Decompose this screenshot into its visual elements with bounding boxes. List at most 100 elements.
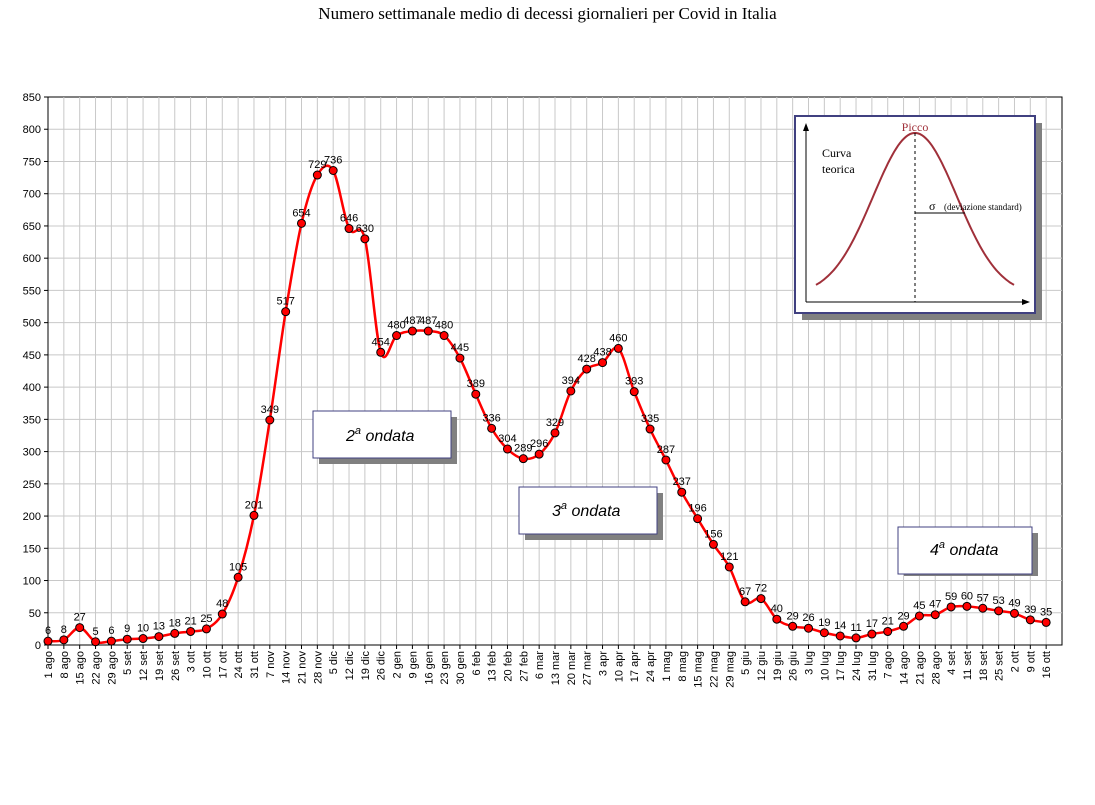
x-tick-label: 16 gen: [423, 651, 435, 685]
data-label: 428: [578, 353, 596, 365]
x-tick-label: 19 dic: [360, 651, 372, 681]
data-label: 67: [739, 586, 751, 598]
x-tick-label: 14 ago: [899, 651, 911, 685]
x-tick-label: 20 feb: [502, 651, 514, 682]
x-tick-label: 3 ott: [186, 651, 198, 672]
data-label: 335: [641, 413, 659, 425]
data-label: 21: [882, 615, 894, 627]
y-tick-label: 450: [23, 350, 41, 362]
data-label: 19: [818, 617, 830, 629]
wave-4-label: 4a ondata: [930, 539, 999, 559]
data-label: 59: [945, 591, 957, 603]
data-label: 156: [704, 528, 722, 540]
data-label: 736: [324, 154, 342, 166]
data-point: [1009, 608, 1019, 618]
data-label: 14: [834, 620, 846, 632]
x-tick-label: 10 apr: [613, 651, 625, 683]
data-point: [75, 623, 85, 633]
data-point: [962, 601, 972, 611]
x-tick-label: 18 set: [978, 651, 990, 681]
x-tick-label: 3 lug: [804, 651, 816, 675]
x-tick-label: 24 lug: [851, 651, 863, 681]
data-label: 454: [372, 336, 390, 348]
data-point: [265, 415, 275, 425]
y-tick-label: 50: [29, 608, 41, 620]
data-point: [645, 424, 655, 434]
data-label: 394: [562, 375, 580, 387]
data-point: [170, 628, 180, 638]
data-point: [1041, 617, 1051, 627]
y-tick-label: 750: [23, 156, 41, 168]
x-tick-label: 22 mag: [708, 651, 720, 688]
data-point: [788, 621, 798, 631]
data-label: 6: [45, 625, 51, 637]
data-point: [835, 631, 845, 641]
data-point: [677, 487, 687, 497]
inset-curve-label-2: teorica: [822, 162, 855, 176]
x-tick-label: 6 feb: [471, 651, 483, 675]
x-tick-label: 9 ott: [1025, 651, 1037, 672]
data-point: [740, 597, 750, 607]
data-point: [328, 165, 338, 175]
data-label: 60: [961, 590, 973, 602]
x-axis-ticks: 1 ago 8 ago 15 ago 22 ago 29 ago 5 set 12 set 1…: [43, 645, 1053, 688]
inset-curve-label-1: Curva: [822, 146, 852, 160]
x-tick-label: 17 apr: [629, 651, 641, 683]
data-label: 389: [467, 378, 485, 390]
wave-4-annotation: 4a ondata: [897, 526, 1038, 576]
data-point: [756, 594, 766, 604]
data-label: 8: [61, 624, 67, 636]
x-tick-label: 26 giu: [788, 651, 800, 681]
data-point: [407, 326, 417, 336]
x-tick-label: 29 ago: [106, 651, 118, 685]
x-tick-label: 20 mar: [566, 651, 578, 686]
data-label: 5: [92, 626, 98, 638]
x-tick-label: 3 apr: [598, 651, 610, 676]
data-label: 349: [261, 404, 279, 416]
data-point: [439, 331, 449, 341]
data-label: 57: [977, 592, 989, 604]
data-label: 296: [530, 438, 548, 450]
data-point: [138, 634, 148, 644]
data-point: [661, 455, 671, 465]
data-point: [629, 387, 639, 397]
y-tick-label: 100: [23, 576, 41, 588]
data-point: [708, 539, 718, 549]
x-tick-label: 28 ago: [930, 651, 942, 685]
data-point: [819, 628, 829, 638]
x-tick-label: 23 gen: [439, 651, 451, 685]
data-label: 10: [137, 623, 149, 635]
data-point: [914, 611, 924, 621]
y-tick-label: 200: [23, 511, 41, 523]
x-tick-label: 12 giu: [756, 651, 768, 681]
y-tick-label: 400: [23, 382, 41, 394]
inset-sigma-symbol: σ: [929, 199, 936, 213]
x-tick-label: 17 lug: [835, 651, 847, 681]
data-label: 289: [514, 443, 532, 455]
data-point: [91, 637, 101, 647]
data-point: [930, 610, 940, 620]
x-tick-label: 13 feb: [487, 651, 499, 682]
x-tick-label: 19 set: [154, 651, 166, 681]
data-label: 9: [124, 623, 130, 635]
data-label: 480: [435, 320, 453, 332]
data-point: [217, 609, 227, 619]
x-tick-label: 7 nov: [265, 651, 277, 678]
data-point: [851, 633, 861, 643]
data-point: [566, 386, 576, 396]
data-label: 438: [593, 347, 611, 359]
data-point: [43, 636, 53, 646]
data-point: [201, 624, 211, 634]
data-point: [598, 358, 608, 368]
x-tick-label: 29 mag: [724, 651, 736, 688]
data-label: 72: [755, 583, 767, 595]
x-tick-label: 31 ott: [249, 651, 261, 679]
x-tick-label: 4 set: [946, 651, 958, 675]
data-label: 646: [340, 213, 358, 225]
data-label: 45: [913, 600, 925, 612]
y-tick-label: 650: [23, 221, 41, 233]
x-tick-label: 9 gen: [407, 651, 419, 679]
y-tick-label: 150: [23, 543, 41, 555]
